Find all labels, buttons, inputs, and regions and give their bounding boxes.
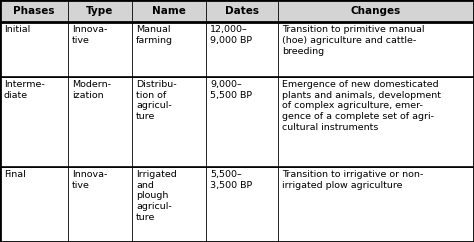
Bar (132, 77, 206, 167)
Bar (68, 167, 132, 242)
Text: Interme-
diate: Interme- diate (4, 80, 45, 100)
Bar (0, 167, 68, 242)
Bar (68, 77, 132, 167)
Bar (0, 77, 68, 167)
Bar (68, 0, 132, 22)
Bar (278, 0, 474, 22)
Bar (0, 167, 68, 242)
Bar (68, 22, 132, 77)
Bar (132, 22, 206, 77)
Bar (132, 0, 206, 22)
Bar (68, 77, 132, 167)
Bar (68, 167, 132, 242)
Bar (68, 22, 132, 77)
Bar (206, 167, 278, 242)
Bar (278, 22, 474, 77)
Bar (206, 167, 278, 242)
Bar (132, 77, 206, 167)
Text: Manual
farming: Manual farming (136, 25, 173, 45)
Text: Dates: Dates (225, 6, 259, 16)
Bar (0, 0, 68, 22)
Text: Distribu-
tion of
agricul-
ture: Distribu- tion of agricul- ture (136, 80, 177, 121)
Bar (132, 167, 206, 242)
Text: Final: Final (4, 170, 26, 179)
Text: Changes: Changes (351, 6, 401, 16)
Bar (206, 77, 278, 167)
Bar (0, 77, 68, 167)
Bar (278, 77, 474, 167)
Text: 12,000–
9,000 BP: 12,000– 9,000 BP (210, 25, 252, 45)
Text: Type: Type (86, 6, 114, 16)
Text: Modern-
ization: Modern- ization (72, 80, 111, 100)
Bar (0, 0, 68, 22)
Bar (0, 22, 68, 77)
Bar (132, 0, 206, 22)
Text: Transition to primitive manual
(hoe) agriculture and cattle-
breeding: Transition to primitive manual (hoe) agr… (282, 25, 425, 55)
Text: 9,000–
5,500 BP: 9,000– 5,500 BP (210, 80, 252, 100)
Bar (206, 77, 278, 167)
Text: Transition to irrigative or non-
irrigated plow agriculture: Transition to irrigative or non- irrigat… (282, 170, 423, 190)
Bar (206, 0, 278, 22)
Bar (132, 167, 206, 242)
Bar (68, 0, 132, 22)
Text: 5,500–
3,500 BP: 5,500– 3,500 BP (210, 170, 252, 190)
Bar (206, 0, 278, 22)
Bar (132, 22, 206, 77)
Bar (206, 22, 278, 77)
Bar (278, 167, 474, 242)
Bar (278, 167, 474, 242)
Bar (0, 22, 68, 77)
Text: Name: Name (152, 6, 186, 16)
Bar (278, 77, 474, 167)
Bar (206, 22, 278, 77)
Text: Initial: Initial (4, 25, 30, 34)
Text: Innova-
tive: Innova- tive (72, 25, 108, 45)
Bar (278, 22, 474, 77)
Text: Innova-
tive: Innova- tive (72, 170, 108, 190)
Text: Phases: Phases (13, 6, 55, 16)
Text: Irrigated
and
plough
agricul-
ture: Irrigated and plough agricul- ture (136, 170, 177, 222)
Bar (278, 0, 474, 22)
Text: Emergence of new domesticated
plants and animals, development
of complex agricul: Emergence of new domesticated plants and… (282, 80, 441, 132)
